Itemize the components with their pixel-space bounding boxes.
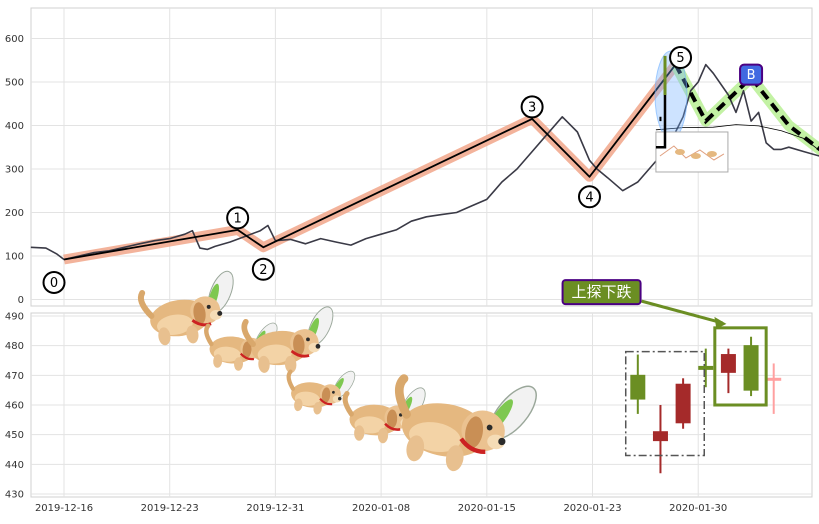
inset-thumbnail (655, 131, 729, 173)
candle-body (630, 374, 646, 400)
x-tick-label: 2020-01-15 (458, 503, 516, 514)
annotation-arrowhead (714, 316, 727, 329)
x-tick-label: 2020-01-23 (563, 503, 621, 514)
wave-point-circle (520, 95, 544, 119)
top-y-tick-label: 600 (5, 34, 24, 45)
wave-point-label: 2 (259, 263, 267, 278)
inset-thumbnail-dog (690, 152, 701, 159)
wave-point-label: 4 (585, 190, 593, 205)
wave-point-label: 3 (528, 100, 536, 115)
pattern-green-box (713, 326, 768, 407)
top-y-tick-label: 0 (18, 295, 24, 306)
candle-body (743, 345, 759, 391)
bottom-y-tick-label: 480 (5, 341, 24, 352)
candle-body (766, 377, 782, 381)
wave-line (63, 64, 677, 261)
candle-body (698, 365, 714, 370)
top-y-tick-label: 400 (5, 121, 24, 132)
bottom-y-tick-label: 430 (5, 490, 24, 501)
wave-point-circle (226, 206, 250, 230)
annotation-label: 上探下跌 (572, 283, 632, 301)
bottom-y-tick-label: 470 (5, 371, 24, 382)
top-y-tick-label: 500 (5, 77, 24, 88)
top-y-tick-label: 300 (5, 164, 24, 175)
candle-body (652, 431, 668, 442)
candle-body (720, 354, 736, 373)
x-tick-label: 2020-01-30 (669, 503, 727, 514)
wave-point-label: 0 (50, 276, 58, 291)
inset-thumbnail-dog (674, 148, 685, 155)
bottom-y-tick-label: 490 (5, 311, 24, 322)
annotation-arrow-shaft (641, 299, 723, 325)
annotation-box (561, 279, 642, 306)
wave-point-circle (577, 185, 601, 209)
wave-point-circle (669, 46, 693, 70)
wave-point-circle (42, 270, 66, 294)
bottom-y-tick-label: 450 (5, 430, 24, 441)
wave-point-label: 5 (676, 51, 684, 66)
x-tick-label: 2019-12-23 (141, 503, 199, 514)
bottom-y-tick-label: 440 (5, 460, 24, 471)
wave-point-label: B (747, 68, 756, 83)
candle-body (675, 383, 691, 424)
arc-line (655, 124, 819, 151)
x-tick-label: 2019-12-31 (246, 503, 304, 514)
top-y-tick-label: 200 (5, 208, 24, 219)
top-y-tick-label: 100 (5, 251, 24, 262)
x-tick-label: 2020-01-08 (352, 503, 410, 514)
x-tick-label: 2019-12-16 (35, 503, 93, 514)
wave-point-box (739, 63, 764, 86)
wave-point-label: 1 (234, 211, 242, 226)
inset-thumbnail-dog (706, 150, 717, 157)
wave-point-circle (251, 257, 275, 281)
pattern-dashdot-frame (624, 350, 705, 457)
bottom-y-tick-label: 460 (5, 401, 24, 412)
